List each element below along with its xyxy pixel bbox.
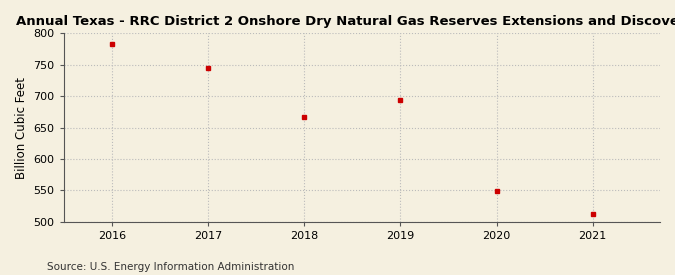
Text: Source: U.S. Energy Information Administration: Source: U.S. Energy Information Administ… [47, 262, 294, 272]
Title: Annual Texas - RRC District 2 Onshore Dry Natural Gas Reserves Extensions and Di: Annual Texas - RRC District 2 Onshore Dr… [16, 15, 675, 28]
Y-axis label: Billion Cubic Feet: Billion Cubic Feet [15, 76, 28, 178]
